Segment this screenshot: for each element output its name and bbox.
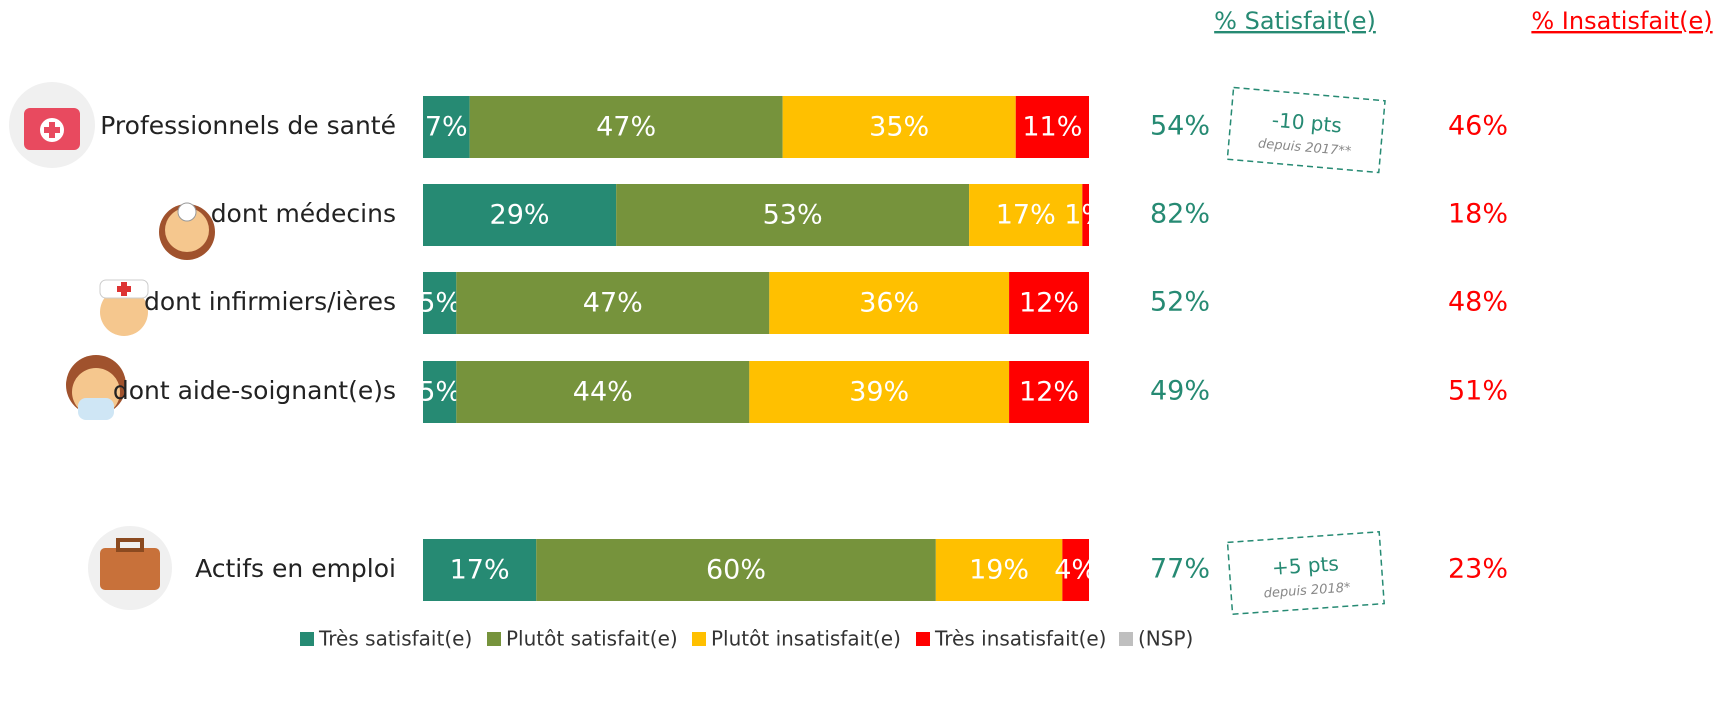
value-label: 12% [1019,288,1079,319]
legend-label: Très insatisfait(e) [934,627,1106,651]
legend-swatch [692,632,706,646]
legend-swatch [300,632,314,646]
legend-label: Très satisfait(e) [318,627,472,651]
bar-segment [536,539,936,601]
bar-segment [782,96,1016,158]
value-label: 5% [418,288,461,319]
category-label: dont médecins [211,199,396,228]
value-label: 11% [1022,112,1082,143]
legend-swatch [1119,632,1133,646]
annotation-note: depuis 2017** [1257,136,1352,159]
bar-segment [456,361,750,423]
icon-nurse [99,279,149,336]
value-label: 4% [1054,555,1097,586]
value-label: 17% [450,555,510,586]
category-label: Professionnels de santé [100,111,396,140]
bar-segment [423,184,617,246]
satisfied-value: 77% [1150,554,1210,585]
annotation-text: -10 pts [1271,108,1343,138]
bar-segment [749,361,1010,423]
value-label: 53% [763,200,823,231]
dissatisfied-value: 46% [1448,111,1508,142]
dissatisfied-value: 51% [1448,376,1508,407]
legend-swatch [487,632,501,646]
bar-segment [423,272,457,334]
value-label: 39% [849,377,909,408]
satisfied-value: 52% [1150,287,1210,318]
dissatisfied-value: 18% [1448,199,1508,230]
icon-doctor [159,202,215,260]
bar-segment [1015,96,1089,158]
bar-segment [935,539,1063,601]
value-label: 47% [596,112,656,143]
value-label: 19% [969,555,1029,586]
bar-segment [616,184,970,246]
bar-segment [1009,361,1089,423]
bar-segment [969,184,1083,246]
bar-segment [469,96,783,158]
value-label: 44% [573,377,633,408]
icon-medical-kit [9,82,95,168]
dissatisfied-value: 23% [1448,554,1508,585]
annotation-box [1226,530,1385,616]
bar-segment [769,272,1010,334]
value-label: 60% [706,555,766,586]
value-label: 1% [1064,200,1107,231]
bar-segment [1062,539,1089,601]
legend-label: (NSP) [1138,627,1193,651]
value-label: 12% [1019,377,1079,408]
category-label: dont aide-soignant(e)s [113,376,396,405]
legend-label: Plutôt satisfait(e) [506,627,678,651]
satisfied-header: % Satisfait(e) [1214,7,1376,35]
legend-label: Plutôt insatisfait(e) [711,627,901,651]
category-label: dont infirmiers/ières [144,287,396,316]
value-label: 47% [583,288,643,319]
bar-segment [1082,184,1089,246]
bar-segment [1009,272,1089,334]
value-label: 29% [490,200,550,231]
dissatisfied-header: % Insatisfait(e) [1531,7,1712,35]
satisfied-value: 54% [1150,111,1210,142]
legend-swatch [916,632,930,646]
value-label: 5% [418,377,461,408]
icon-briefcase [88,526,172,610]
value-label: 36% [859,288,919,319]
value-label: 7% [425,112,468,143]
bar-segment [456,272,770,334]
satisfied-value: 49% [1150,376,1210,407]
bar-segment [423,539,537,601]
annotation-note: depuis 2018* [1263,580,1351,601]
annotation-text: +5 pts [1271,551,1339,580]
value-label: 17% [996,200,1056,231]
satisfied-value: 82% [1150,199,1210,230]
bar-segment [423,361,457,423]
dissatisfied-value: 48% [1448,287,1508,318]
bar-segment [423,96,470,158]
icon-caregiver [66,355,126,420]
category-label: Actifs en emploi [195,554,396,583]
value-label: 35% [869,112,929,143]
